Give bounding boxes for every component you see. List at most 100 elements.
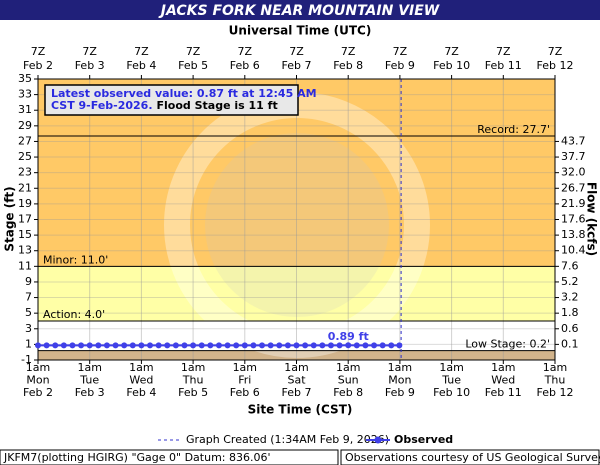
y2-tick-label: 10.4	[561, 244, 586, 257]
data-point	[121, 342, 128, 349]
x2-tick-label: Feb 2	[23, 59, 53, 72]
x2-tick-label: 7Z	[341, 45, 356, 58]
data-point	[379, 342, 386, 349]
threshold-label: Minor: 11.0'	[43, 253, 108, 266]
x-tick-label: 1am	[336, 361, 360, 374]
y-tick-label: 17	[18, 213, 32, 226]
y-tick-label: -1	[21, 353, 32, 366]
x2-tick-label: 7Z	[31, 45, 46, 58]
x-tick-label: Sun	[338, 374, 359, 387]
plot-frame	[37, 78, 556, 361]
y-tick-label: 15	[18, 228, 32, 241]
legend-created-label: Graph Created (1:34AM Feb 9, 2026)	[186, 433, 389, 446]
info-flood-stage: Flood Stage is 11 ft	[157, 99, 278, 112]
data-point	[69, 342, 76, 349]
x-tick-label: Thu	[182, 374, 204, 387]
data-point	[233, 342, 240, 349]
data-point	[259, 342, 266, 349]
data-point	[336, 342, 343, 349]
x-tick-label: Feb 6	[230, 386, 260, 399]
x-tick-label: 1am	[129, 361, 153, 374]
x2-tick-label: Feb 11	[485, 59, 522, 72]
data-point	[293, 342, 300, 349]
y2-tick-label: 21.9	[561, 197, 586, 210]
data-point	[35, 342, 41, 349]
x-tick-label: Mon	[388, 374, 411, 387]
x2-tick-label: Feb 6	[230, 59, 260, 72]
y-tick-label: 9	[25, 275, 32, 288]
data-point	[129, 342, 136, 349]
stage-band	[38, 266, 555, 321]
title-bar	[0, 0, 600, 20]
threshold-label: Action: 4.0'	[43, 308, 105, 321]
y-tick-label: 25	[18, 150, 32, 163]
x-tick-label: Feb 7	[282, 386, 312, 399]
info-line: CST 9-Feb-2026. Flood Stage is 11 ft	[51, 99, 278, 112]
x2-tick-label: Feb 4	[126, 59, 156, 72]
x-tick-label: Wed	[491, 374, 515, 387]
y-tick-label: 35	[18, 72, 32, 85]
data-point	[52, 342, 59, 349]
x-tick-label: 1am	[26, 361, 50, 374]
x2-tick-label: 7Z	[289, 45, 304, 58]
data-point	[86, 342, 93, 349]
data-point	[190, 342, 197, 349]
y2-tick-label: 5.2	[561, 275, 579, 288]
x-tick-label: Feb 4	[126, 386, 156, 399]
data-point	[198, 342, 205, 349]
footer-left: JKFM7(plotting HGIRG) "Gage 0" Datum: 83…	[3, 451, 271, 464]
x-tick-label: 1am	[233, 361, 257, 374]
data-point	[319, 342, 326, 349]
data-point	[164, 342, 171, 349]
y2-tick-label: 37.7	[561, 150, 586, 163]
x-tick-label: Wed	[129, 374, 153, 387]
x-tick-label: Tue	[441, 374, 461, 387]
watermark	[205, 133, 389, 317]
y2-tick-label: 32.0	[561, 166, 586, 179]
data-point	[60, 342, 67, 349]
x-tick-label: Thu	[544, 374, 566, 387]
x-tick-label: 1am	[77, 361, 101, 374]
y2-tick-label: 7.6	[561, 259, 579, 272]
data-point	[207, 342, 214, 349]
y-tick-label: 5	[25, 306, 32, 319]
y2-axis-title: Flow (kcfs)	[585, 182, 599, 256]
data-point	[95, 342, 102, 349]
threshold-label: Record: 27.7'	[477, 123, 550, 136]
x-tick-label: Feb 9	[385, 386, 415, 399]
x-tick-label: Feb 11	[485, 386, 522, 399]
x-axis-title: Site Time (CST)	[248, 403, 353, 417]
x-tick-label: Mon	[26, 374, 49, 387]
x2-tick-label: 7Z	[186, 45, 201, 58]
y-tick-label: 21	[18, 181, 32, 194]
x2-tick-label: Feb 5	[178, 59, 208, 72]
x-tick-label: Fri	[238, 374, 251, 387]
data-point	[388, 342, 395, 349]
x-tick-label: 1am	[181, 361, 205, 374]
x2-tick-label: 7Z	[134, 45, 149, 58]
y2-tick-label: 0.6	[561, 322, 579, 335]
info-line: Latest observed value: 0.87 ft at 12:45 …	[51, 87, 317, 100]
x-tick-label: 1am	[388, 361, 412, 374]
x2-tick-label: 7Z	[496, 45, 511, 58]
data-point	[155, 342, 162, 349]
data-point	[172, 342, 179, 349]
y2-tick-label: 26.7	[561, 181, 586, 194]
x2-tick-label: Feb 7	[282, 59, 312, 72]
data-point	[353, 342, 360, 349]
x2-tick-label: 7Z	[444, 45, 459, 58]
x2-tick-label: 7Z	[82, 45, 97, 58]
data-point	[138, 342, 145, 349]
footer-right-box	[340, 449, 600, 465]
x-tick-label: Feb 10	[433, 386, 470, 399]
x2-tick-label: Feb 3	[75, 59, 105, 72]
top-axis-title: Universal Time (UTC)	[229, 24, 372, 38]
x-tick-label: Feb 3	[75, 386, 105, 399]
data-point	[147, 342, 154, 349]
x-tick-label: Feb 2	[23, 386, 53, 399]
stage-band	[38, 350, 555, 360]
data-point	[396, 342, 403, 349]
x-tick-label: Feb 8	[333, 386, 363, 399]
y2-tick-label: 1.8	[561, 306, 579, 319]
x2-tick-label: Feb 10	[433, 59, 470, 72]
